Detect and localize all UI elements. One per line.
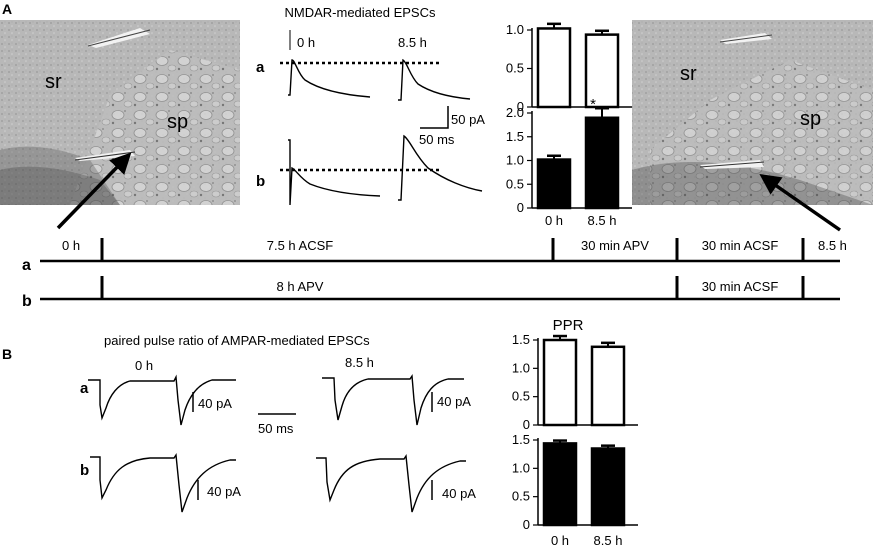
panel-b-label: B — [2, 346, 12, 362]
scale-bar-nmdar — [420, 106, 449, 129]
bar — [584, 116, 620, 210]
timeline-a-seg-2: 30 min APV — [581, 238, 649, 253]
label-sp-right: sp — [800, 108, 821, 130]
arrow-left — [56, 152, 132, 230]
timeline-b-seg-1: 8 h APV — [277, 279, 324, 294]
ampar-trace-a-0h — [88, 374, 236, 426]
protocol-timeline: a b 0 h 8.5 h 7.5 h ACSF 30 min APV 30 m… — [22, 238, 847, 310]
x-tick-label: 0 h — [545, 213, 563, 228]
bar — [542, 442, 578, 527]
y-tick-label: 0 — [523, 417, 530, 432]
ppr-row-b: b — [80, 462, 89, 479]
bar-chart-ppr-b: 0 0.5 1.0 1.5 0 h 8.5 h — [512, 432, 638, 548]
ampar-trace-b-0h — [90, 452, 236, 513]
timeline-end: 8.5 h — [818, 238, 847, 253]
label-sr-right: sr — [680, 63, 697, 85]
bar — [590, 447, 626, 527]
y-tick-label: 0 — [517, 200, 524, 215]
nmdar-trace-b-0h — [288, 139, 381, 206]
timeline-row-b: b — [22, 293, 32, 310]
ampar-trace-b-8-5h — [316, 453, 466, 513]
y-tick-label: 1.0 — [512, 360, 530, 375]
bar — [590, 345, 626, 427]
ppr-time-8-5h: 8.5 h — [345, 355, 374, 370]
nmdar-trace-a-8-5h — [398, 58, 471, 101]
arrow-right — [759, 174, 841, 232]
significance-mark: * — [590, 96, 596, 113]
row-label-b: b — [256, 173, 265, 190]
micrograph-right: sr sp — [632, 20, 873, 205]
bar-chart-nmdar-b: 0 0.5 1.0 1.5 2.0 0 h 8.5 h — [506, 105, 632, 228]
ampar-scale-pa-a-left-label: 40 pA — [198, 396, 232, 411]
y-tick-label: 0 — [517, 99, 524, 114]
x-tick-label: 8.5 h — [588, 213, 617, 228]
y-tick-label: 0.5 — [512, 389, 530, 404]
nmdar-trace-a-0h — [288, 59, 371, 98]
panel-a-label: A — [2, 1, 12, 17]
bar — [536, 158, 572, 210]
micrograph-left: sr sp — [0, 20, 240, 205]
ppr-time-0h: 0 h — [135, 358, 153, 373]
timeline-a-seg-1: 7.5 h ACSF — [267, 238, 334, 253]
x-tick-label: 8.5 h — [594, 533, 623, 548]
bar-chart-ppr-a: 0 0.5 1.0 1.5 — [512, 332, 638, 432]
ampar-scale-ms-label: 50 ms — [258, 421, 294, 436]
ppr-row-a: a — [80, 380, 89, 397]
electrode-top-right — [719, 33, 773, 44]
electrode-top-left — [87, 28, 151, 48]
nmdar-trace-b-8-5h — [398, 134, 483, 201]
label-sr-left: sr — [45, 71, 62, 93]
trace-time-8-5h: 8.5 h — [398, 35, 427, 50]
bar — [584, 33, 620, 109]
row-label-a: a — [256, 59, 265, 76]
timeline-start: 0 h — [62, 238, 80, 253]
ppr-section-title: paired pulse ratio of AMPAR-mediated EPS… — [104, 333, 370, 348]
bar — [542, 338, 578, 427]
electrode-bottom-right — [699, 160, 765, 169]
x-tick-label: 0 h — [551, 533, 569, 548]
y-tick-label: 2.0 — [506, 105, 524, 120]
y-tick-label: 1.0 — [506, 153, 524, 168]
ampar-scale-pa-b-right-label: 40 pA — [442, 486, 476, 501]
y-tick-label: 1.5 — [512, 332, 530, 347]
ppr-chart-title: PPR — [553, 317, 584, 334]
y-tick-label: 0.5 — [512, 489, 530, 504]
scale-ms-nmdar: 50 ms — [419, 132, 455, 147]
y-tick-label: 0.5 — [506, 176, 524, 191]
y-tick-label: 1.0 — [512, 460, 530, 475]
nmdar-title: NMDAR-mediated EPSCs — [285, 5, 436, 20]
y-tick-label: 1.0 — [506, 22, 524, 37]
bar-chart-nmdar-a: 0 0.5 1.0 — [506, 22, 632, 114]
y-tick-label: 1.5 — [512, 432, 530, 447]
ampar-scale-pa-a-right-label: 40 pA — [437, 394, 471, 409]
y-tick-label: 0 — [523, 517, 530, 532]
ampar-trace-a-8-5h — [322, 373, 464, 426]
timeline-a-seg-3: 30 min ACSF — [702, 238, 779, 253]
timeline-b-seg-2: 30 min ACSF — [702, 279, 779, 294]
bar — [536, 27, 572, 109]
label-sp-left: sp — [167, 111, 188, 133]
y-tick-label: 1.5 — [506, 129, 524, 144]
y-tick-label: 0.5 — [506, 61, 524, 76]
timeline-row-a: a — [22, 257, 31, 274]
scale-pa-nmdar: 50 pA — [451, 112, 485, 127]
ampar-scale-pa-b-left-label: 40 pA — [207, 484, 241, 499]
trace-time-0h: 0 h — [297, 35, 315, 50]
